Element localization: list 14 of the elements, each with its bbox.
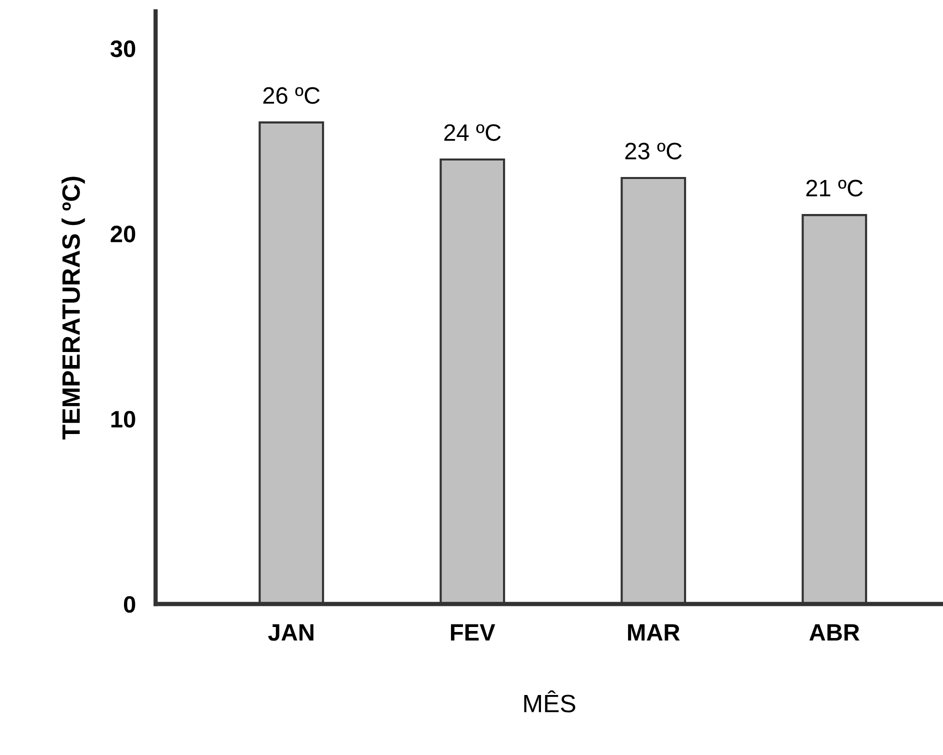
data-label: 23 ºC bbox=[625, 142, 682, 160]
x-tick-label: FEV bbox=[450, 624, 496, 641]
x-tick-label: JAN bbox=[268, 624, 314, 641]
y-tick-label: 10 bbox=[111, 410, 136, 428]
y-axis-title: TEMPERATURAS ( ºC) bbox=[62, 176, 85, 440]
y-tick-label: 0 bbox=[124, 596, 136, 613]
data-label: 24 ºC bbox=[444, 124, 501, 141]
data-label: 26 ºC bbox=[263, 87, 320, 104]
y-tick-label: 30 bbox=[110, 40, 136, 58]
data-label: 21 ºC bbox=[806, 180, 863, 196]
x-tick-label: ABR bbox=[809, 624, 860, 641]
y-tick-label: 20 bbox=[110, 226, 136, 242]
x-tick-label: MAR bbox=[628, 624, 680, 641]
x-axis-title: MÊS bbox=[524, 690, 576, 712]
